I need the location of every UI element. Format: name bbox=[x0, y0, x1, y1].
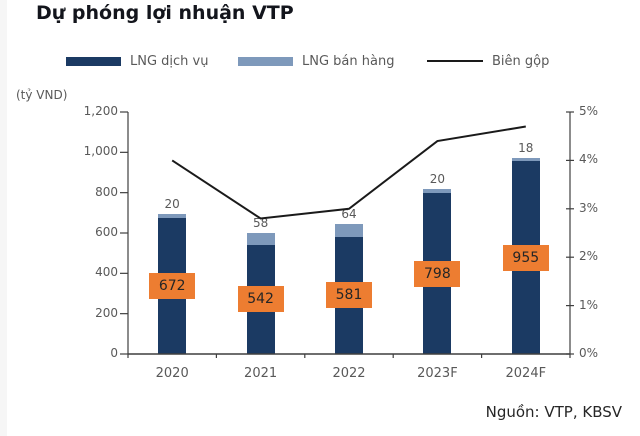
y-axis-tick-label: 400 bbox=[95, 265, 118, 280]
legend-label: LNG bán hàng bbox=[302, 53, 395, 69]
y-axis-tick-label: 200 bbox=[95, 305, 118, 320]
bar-value-label: 542 bbox=[237, 286, 284, 313]
y-axis-tick-label: 0 bbox=[110, 346, 118, 360]
y-axis-tick-label: 1,200 bbox=[83, 104, 118, 118]
source-note: Nguồn: VTP, KBSV bbox=[485, 403, 622, 421]
bar-segment-lng-ban-hang bbox=[423, 189, 452, 194]
cap-value-label: 58 bbox=[252, 216, 269, 230]
x-axis-label: 2021 bbox=[244, 366, 278, 381]
x-axis-label: 2020 bbox=[155, 366, 189, 381]
cap-value-label: 20 bbox=[164, 197, 180, 212]
x-axis-label: 2022 bbox=[332, 366, 366, 381]
legend-line-swatch bbox=[427, 60, 483, 62]
bar-segment-lng-ban-hang bbox=[158, 214, 187, 219]
chart-title: Dự phóng lợi nhuận VTP bbox=[36, 2, 294, 24]
bar-value-label: 581 bbox=[326, 282, 372, 309]
cap-value-label: 20 bbox=[429, 172, 446, 187]
y-axis-tick-label: 800 bbox=[95, 184, 118, 199]
right-axis-tick-label: 3% bbox=[579, 200, 599, 215]
cap-value-label: 18 bbox=[518, 140, 534, 155]
right-axis-tick-label: 0% bbox=[579, 346, 599, 360]
right-axis-tick-label: 4% bbox=[579, 152, 599, 167]
bar-segment-lng-ban-hang bbox=[511, 157, 540, 162]
legend-label: Biên gộp bbox=[492, 53, 550, 69]
legend-color-swatch bbox=[66, 56, 121, 66]
cap-value-label: 64 bbox=[341, 206, 357, 221]
bar-segment-lng-ban-hang bbox=[335, 223, 363, 237]
legend-item-2: LNG bán hàng bbox=[238, 53, 394, 69]
legend-item-1: LNG dịch vụ bbox=[66, 53, 209, 69]
y-axis-tick-label: 1,000 bbox=[83, 144, 118, 159]
right-axis-tick-label: 2% bbox=[579, 249, 599, 264]
bar-value-label: 798 bbox=[414, 260, 461, 287]
x-axis-label: 2024F bbox=[505, 366, 547, 381]
right-axis-tick-label: 5% bbox=[579, 104, 599, 118]
gross-margin-line bbox=[171, 125, 526, 220]
legend-color-swatch bbox=[238, 56, 293, 66]
page-edge bbox=[0, 0, 7, 436]
x-axis-label: 2023F bbox=[417, 366, 458, 381]
legend-item-3: Biên gộp bbox=[427, 53, 549, 69]
left-axis-unit: (tỷ VND) bbox=[16, 88, 68, 102]
y-axis-tick-label: 600 bbox=[95, 225, 118, 239]
right-axis-tick-label: 1% bbox=[579, 297, 599, 312]
bar-value-label: 672 bbox=[149, 273, 196, 300]
legend-label: LNG dịch vụ bbox=[130, 53, 209, 69]
bar-value-label: 955 bbox=[502, 244, 549, 271]
bar-segment-lng-ban-hang bbox=[246, 233, 275, 245]
